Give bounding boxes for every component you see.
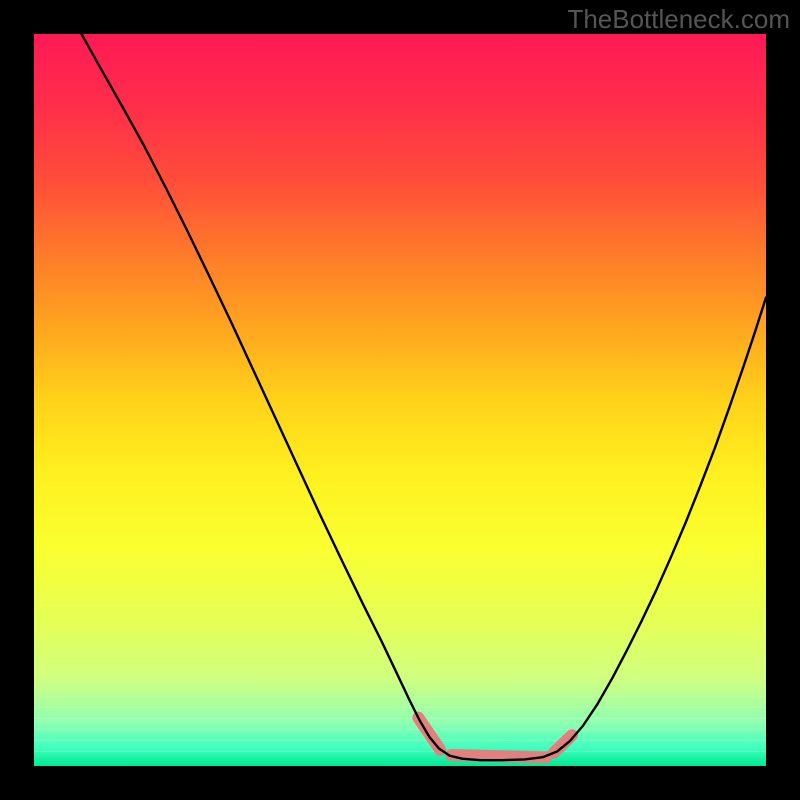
chart-svg	[34, 34, 766, 766]
plot-area	[34, 34, 766, 766]
chart-frame: TheBottleneck.com	[0, 0, 800, 800]
watermark-text: TheBottleneck.com	[567, 4, 790, 35]
